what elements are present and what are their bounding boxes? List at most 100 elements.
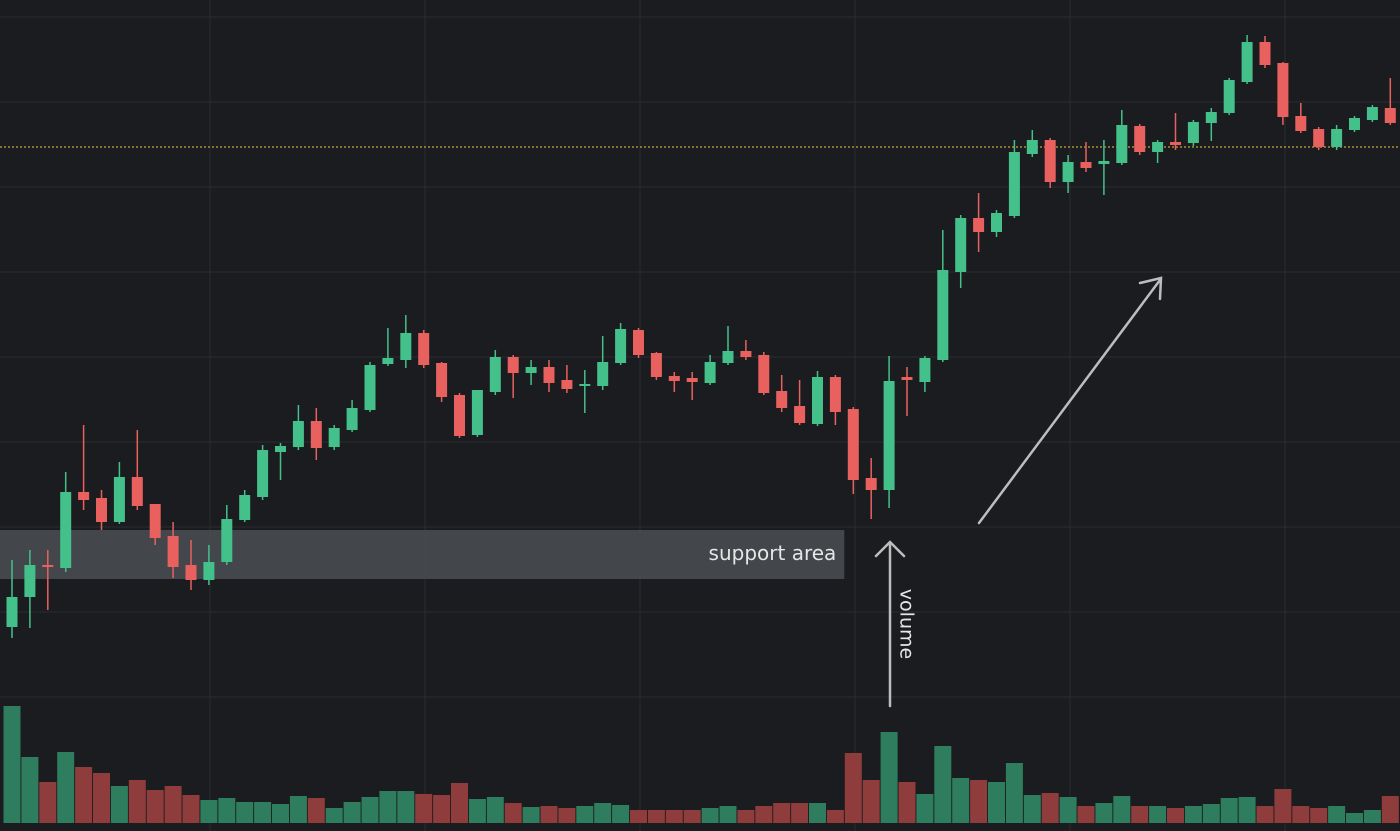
volume-bar	[3, 706, 21, 823]
candle-body	[937, 270, 949, 360]
candle-body	[364, 365, 376, 410]
volume-annotation: volume	[896, 589, 918, 659]
volume-bar	[826, 810, 844, 823]
volume-bar	[647, 810, 665, 823]
candle-body	[436, 363, 448, 397]
candle-body	[847, 409, 859, 480]
candle-body	[1080, 162, 1092, 168]
candle-body	[185, 565, 197, 580]
candle-body	[507, 357, 519, 373]
volume-bar	[934, 746, 952, 823]
volume-bar	[397, 791, 415, 823]
candle-body	[489, 357, 501, 392]
candle-body	[829, 377, 841, 412]
candle-body	[310, 421, 322, 448]
volume-bar	[75, 767, 93, 823]
candle-body	[865, 478, 877, 490]
volume-bar	[1381, 796, 1399, 823]
candle-body	[24, 565, 36, 597]
volume-bar	[898, 782, 916, 823]
candle-body	[758, 355, 770, 393]
candle-body	[1134, 126, 1146, 152]
volume-bar	[970, 780, 988, 823]
candle-body	[1313, 129, 1325, 147]
volume-bar	[1256, 806, 1274, 823]
candle-body	[1170, 142, 1181, 145]
candle-body	[1062, 162, 1074, 182]
candle-body	[1241, 42, 1253, 82]
volume-bar	[755, 806, 773, 823]
volume-bar	[1005, 763, 1023, 823]
volume-bar	[128, 780, 146, 823]
candle-body	[776, 391, 788, 408]
candle-body	[704, 362, 716, 383]
candle-body	[6, 597, 18, 627]
volume-bar	[952, 778, 970, 823]
candle-body	[1277, 63, 1289, 117]
volume-bar	[468, 799, 486, 823]
volume-bar	[1202, 804, 1220, 823]
volume-bar	[504, 803, 522, 823]
volume-bar	[1023, 795, 1041, 823]
candle-body	[525, 367, 537, 373]
volume-bar	[343, 802, 361, 823]
volume-bar	[379, 791, 397, 823]
candle-body	[740, 351, 752, 357]
candle-body	[1152, 142, 1164, 152]
candle-body	[1349, 118, 1360, 130]
arrow-head	[1138, 276, 1163, 301]
volume-bar	[1220, 798, 1238, 823]
candle-body	[149, 504, 161, 538]
volume-bar	[1131, 806, 1149, 823]
volume-bar	[146, 790, 164, 823]
volume-bar	[1095, 803, 1113, 823]
volume-bar	[1363, 810, 1381, 823]
arrow-shaft	[977, 278, 1162, 525]
candle-body	[1026, 140, 1038, 154]
volume-bar	[701, 808, 719, 823]
candle-body	[328, 428, 340, 447]
volume-bar	[1077, 806, 1095, 823]
volume-bar	[325, 808, 343, 823]
candle-body	[1008, 152, 1020, 216]
volume-bar	[361, 797, 379, 823]
volume-bar	[39, 782, 57, 823]
candle-body	[991, 213, 1002, 232]
volume-bar	[200, 800, 218, 823]
volume-bar	[594, 803, 612, 823]
volume-bar	[612, 805, 630, 823]
volume-bar	[93, 773, 110, 823]
volume-bar	[665, 810, 683, 823]
volume-bar	[1149, 806, 1167, 823]
volume-bar	[110, 786, 128, 823]
candle-body	[579, 384, 591, 386]
candle-body	[471, 390, 483, 435]
candle-body	[955, 218, 967, 272]
volume-bar	[630, 810, 647, 823]
volume-bar	[719, 806, 737, 823]
volume-bar	[236, 802, 254, 823]
volume-bar	[880, 732, 898, 823]
volume-bar	[1292, 806, 1310, 823]
volume-bar	[988, 782, 1005, 823]
volume-bar	[1041, 793, 1059, 823]
candle-body	[1384, 108, 1396, 123]
volume-bar	[1113, 796, 1131, 823]
plot: support area	[0, 35, 1400, 823]
candle-body	[42, 565, 54, 567]
volume-bar	[1274, 789, 1292, 823]
candle-body	[1259, 42, 1271, 65]
volume-bar	[791, 803, 809, 823]
volume-bar	[1167, 808, 1184, 823]
candle-body	[96, 498, 107, 522]
volume-bar	[683, 810, 701, 823]
candle-body	[454, 395, 465, 436]
candle-body	[239, 495, 251, 520]
candle-body	[1205, 112, 1217, 123]
candle-body	[1331, 129, 1343, 147]
support-area-label: support area	[709, 541, 837, 565]
candle-body	[382, 358, 394, 364]
